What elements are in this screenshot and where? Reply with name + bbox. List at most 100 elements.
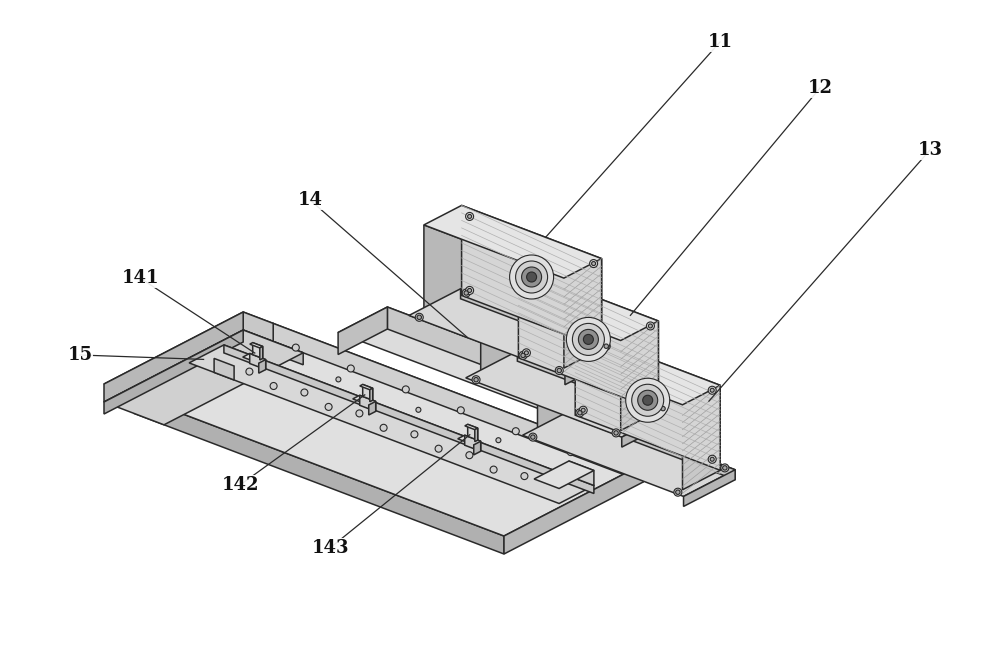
Circle shape	[721, 464, 729, 472]
Text: 15: 15	[67, 346, 93, 364]
Circle shape	[416, 407, 421, 413]
Circle shape	[417, 315, 421, 319]
Circle shape	[581, 339, 585, 343]
Circle shape	[527, 272, 537, 282]
Polygon shape	[189, 345, 594, 504]
Circle shape	[292, 344, 299, 351]
Circle shape	[708, 386, 716, 394]
Polygon shape	[370, 388, 373, 401]
Text: 13: 13	[918, 141, 942, 159]
Circle shape	[646, 322, 654, 330]
Circle shape	[522, 267, 542, 287]
Circle shape	[522, 349, 530, 357]
Circle shape	[466, 452, 473, 459]
Circle shape	[659, 405, 667, 413]
Circle shape	[592, 336, 596, 340]
Polygon shape	[466, 351, 673, 437]
Circle shape	[468, 289, 472, 293]
Circle shape	[415, 314, 423, 321]
Polygon shape	[224, 345, 594, 493]
Circle shape	[325, 403, 332, 411]
Polygon shape	[481, 268, 658, 340]
Polygon shape	[475, 428, 478, 441]
Polygon shape	[338, 307, 387, 354]
Polygon shape	[621, 321, 658, 430]
Circle shape	[270, 382, 277, 390]
Circle shape	[674, 488, 682, 496]
Circle shape	[512, 428, 519, 435]
Circle shape	[579, 406, 587, 414]
Text: 12: 12	[808, 79, 832, 97]
Circle shape	[578, 329, 598, 350]
Polygon shape	[682, 385, 720, 490]
Polygon shape	[684, 470, 735, 506]
Polygon shape	[569, 461, 594, 485]
Polygon shape	[474, 441, 481, 455]
Circle shape	[626, 379, 670, 422]
Polygon shape	[369, 401, 376, 415]
Circle shape	[402, 386, 409, 393]
Circle shape	[462, 289, 470, 297]
Polygon shape	[538, 350, 682, 490]
Circle shape	[464, 291, 468, 295]
Circle shape	[567, 449, 574, 456]
Circle shape	[474, 377, 478, 382]
Polygon shape	[518, 268, 658, 411]
Polygon shape	[447, 322, 467, 337]
Circle shape	[578, 411, 582, 415]
Polygon shape	[104, 330, 303, 425]
Circle shape	[356, 410, 363, 417]
Circle shape	[590, 333, 598, 342]
Polygon shape	[638, 421, 687, 468]
Text: 143: 143	[311, 539, 349, 557]
Text: 142: 142	[221, 476, 259, 494]
Circle shape	[590, 260, 598, 268]
Polygon shape	[134, 323, 643, 536]
Polygon shape	[243, 312, 273, 341]
Circle shape	[516, 261, 548, 293]
Circle shape	[632, 384, 664, 417]
Circle shape	[301, 389, 308, 396]
Polygon shape	[360, 384, 373, 390]
Text: 11: 11	[708, 33, 732, 51]
Circle shape	[521, 472, 528, 480]
Polygon shape	[363, 384, 373, 400]
Circle shape	[336, 377, 341, 382]
Polygon shape	[622, 411, 673, 447]
Circle shape	[566, 318, 610, 361]
Polygon shape	[360, 396, 376, 411]
Polygon shape	[465, 424, 478, 430]
Circle shape	[524, 277, 528, 281]
Polygon shape	[260, 346, 263, 360]
Circle shape	[529, 433, 537, 441]
Circle shape	[576, 409, 584, 417]
Circle shape	[648, 324, 652, 328]
Circle shape	[510, 255, 554, 299]
Circle shape	[646, 396, 654, 404]
Polygon shape	[465, 435, 481, 451]
Polygon shape	[243, 354, 266, 363]
Circle shape	[581, 408, 585, 412]
Circle shape	[490, 466, 497, 473]
Polygon shape	[338, 307, 687, 447]
Circle shape	[468, 215, 472, 218]
Circle shape	[472, 376, 480, 384]
Circle shape	[583, 335, 593, 344]
Polygon shape	[424, 225, 564, 368]
Circle shape	[522, 275, 530, 283]
Circle shape	[411, 431, 418, 438]
Polygon shape	[534, 461, 594, 489]
Polygon shape	[250, 354, 266, 369]
Circle shape	[457, 407, 464, 414]
Polygon shape	[462, 205, 602, 348]
Polygon shape	[538, 330, 720, 405]
Circle shape	[676, 490, 680, 495]
Circle shape	[602, 342, 610, 350]
Polygon shape	[424, 205, 602, 278]
Polygon shape	[134, 396, 504, 554]
Circle shape	[572, 323, 604, 356]
Circle shape	[638, 390, 658, 410]
Circle shape	[604, 344, 608, 348]
Circle shape	[246, 368, 253, 375]
Polygon shape	[567, 367, 587, 383]
